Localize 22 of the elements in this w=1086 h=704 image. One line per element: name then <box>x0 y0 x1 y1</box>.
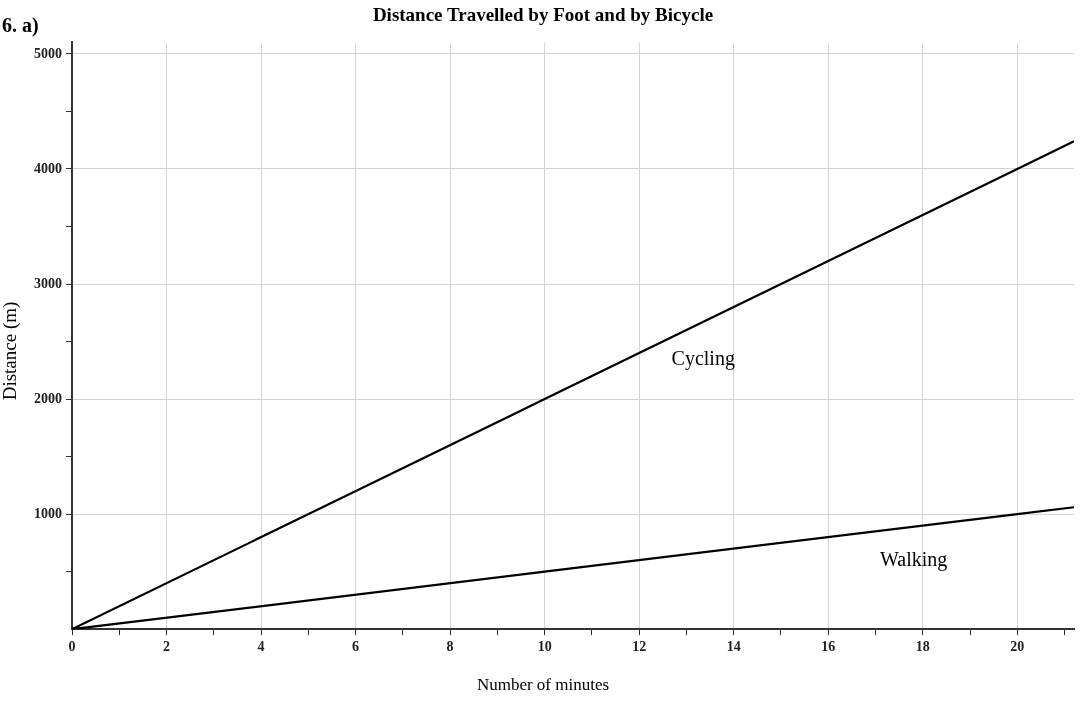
chart-title: Distance Travelled by Foot and by Bicycle <box>372 4 714 25</box>
y-tick-label: 4000 <box>34 160 62 176</box>
y-tick-label: 1000 <box>34 505 62 521</box>
x-tick-label: 14 <box>726 639 741 655</box>
y-axis-title: Distance (m) <box>0 300 21 403</box>
x-tick-label: 10 <box>537 639 552 655</box>
x-tick-label: 2 <box>163 639 171 655</box>
x-tick-label: 6 <box>352 639 360 655</box>
x-tick-label: 12 <box>632 639 647 655</box>
x-axis-title: Number of minutes <box>475 675 611 695</box>
x-tick-label: 8 <box>446 639 454 655</box>
y-tick-label: 5000 <box>34 45 62 61</box>
series-label: Walking <box>880 547 948 571</box>
x-tick-label: 18 <box>915 639 930 655</box>
x-tick-label: 20 <box>1010 639 1025 655</box>
text: 6. a) <box>2 14 39 37</box>
y-tick-label: 3000 <box>34 275 62 291</box>
y-tick-label: 2000 <box>34 390 62 406</box>
x-tick-label: 0 <box>68 639 76 655</box>
series-label: Cycling <box>671 346 735 370</box>
x-tick-label: 16 <box>821 639 836 655</box>
x-tick-label: 4 <box>257 639 265 655</box>
